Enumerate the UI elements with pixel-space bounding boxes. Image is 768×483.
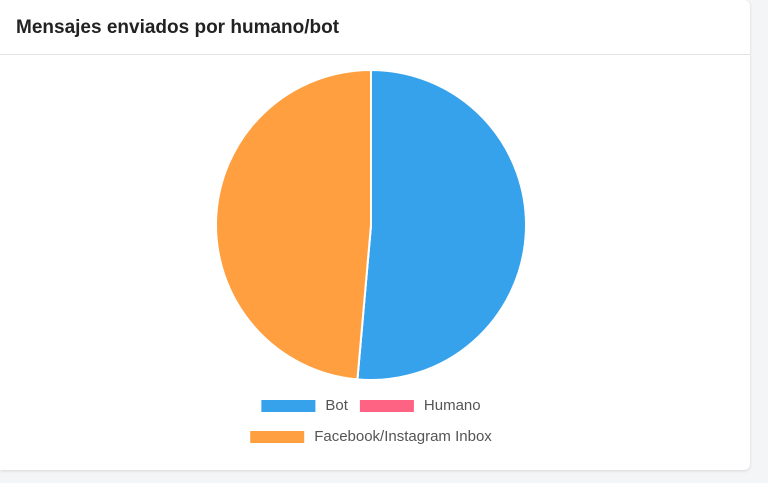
legend-swatch bbox=[250, 431, 305, 443]
card: Mensajes enviados por humano/bot Bot Huma… bbox=[0, 0, 750, 470]
legend-label: Humano bbox=[424, 397, 481, 414]
legend-label: Bot bbox=[325, 397, 348, 414]
legend-label: Facebook/Instagram Inbox bbox=[314, 428, 492, 445]
pie-slice bbox=[356, 68, 527, 381]
pie-slice bbox=[215, 68, 372, 381]
legend-swatch bbox=[261, 400, 316, 412]
card-header: Mensajes enviados por humano/bot bbox=[0, 0, 750, 55]
chart-title: Mensajes enviados por humano/bot bbox=[16, 17, 340, 38]
chart: Bot Humano Facebook/Instagram Inbox bbox=[215, 68, 527, 445]
legend-swatch bbox=[359, 400, 414, 412]
